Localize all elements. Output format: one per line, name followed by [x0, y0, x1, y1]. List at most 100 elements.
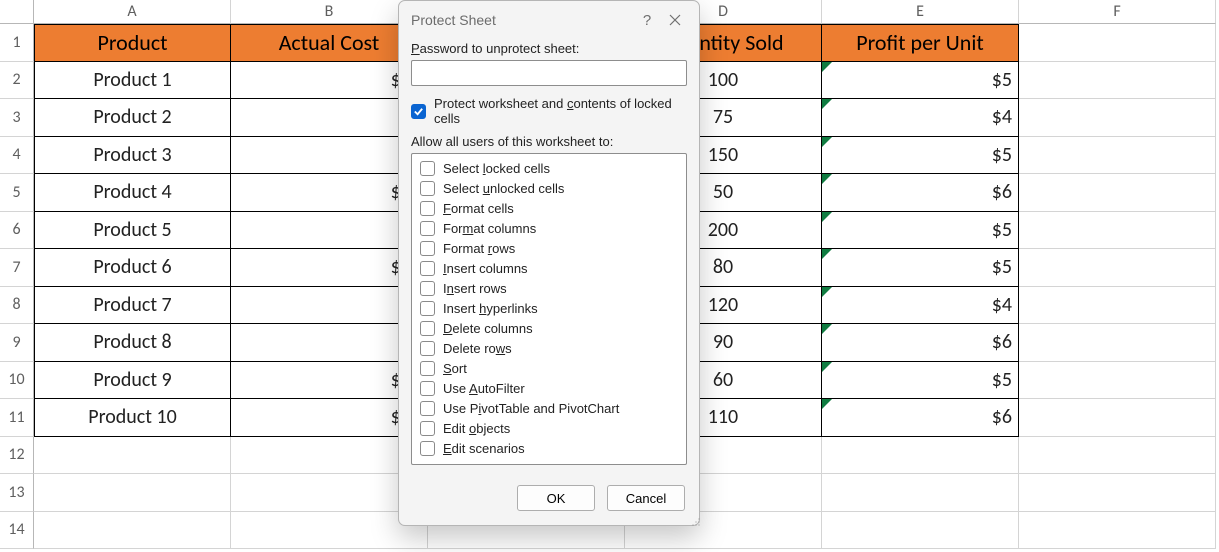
permission-item-4[interactable]: Format rows: [418, 238, 680, 258]
column-header-F[interactable]: F: [1019, 0, 1216, 24]
row-header-13[interactable]: 13: [0, 474, 34, 512]
permissions-listbox[interactable]: Select locked cellsSelect unlocked cells…: [411, 153, 687, 465]
cell-E7[interactable]: $5: [822, 249, 1019, 287]
row-header-14[interactable]: 14: [0, 512, 34, 550]
cell-E3[interactable]: $4: [822, 99, 1019, 137]
permission-checkbox-13[interactable]: [420, 421, 435, 436]
row-header-7[interactable]: 7: [0, 249, 34, 287]
permission-checkbox-3[interactable]: [420, 221, 435, 236]
cell-E4[interactable]: $5: [822, 137, 1019, 175]
cell-E12[interactable]: [822, 437, 1019, 475]
permission-checkbox-14[interactable]: [420, 441, 435, 456]
cell-E14[interactable]: [822, 512, 1019, 550]
cell-F9[interactable]: [1019, 324, 1216, 362]
cell-A10[interactable]: Product 9: [34, 362, 231, 400]
cell-F12[interactable]: [1019, 437, 1216, 475]
cell-E11[interactable]: $6: [822, 399, 1019, 437]
cell-F5[interactable]: [1019, 174, 1216, 212]
cell-F6[interactable]: [1019, 212, 1216, 250]
row-header-5[interactable]: 5: [0, 174, 34, 212]
resize-grip-icon[interactable]: [689, 515, 701, 527]
close-icon[interactable]: [661, 9, 689, 31]
cancel-button[interactable]: Cancel: [607, 485, 685, 511]
row-header-3[interactable]: 3: [0, 99, 34, 137]
permission-item-0[interactable]: Select locked cells: [418, 158, 680, 178]
permission-item-13[interactable]: Edit objects: [418, 418, 680, 438]
cell-F14[interactable]: [1019, 512, 1216, 550]
permission-checkbox-0[interactable]: [420, 161, 435, 176]
cell-A14[interactable]: [34, 512, 231, 550]
cell-E6[interactable]: $5: [822, 212, 1019, 250]
row-header-6[interactable]: 6: [0, 212, 34, 250]
permission-checkbox-5[interactable]: [420, 261, 435, 276]
permission-item-8[interactable]: Delete columns: [418, 318, 680, 338]
permission-item-7[interactable]: Insert hyperlinks: [418, 298, 680, 318]
cell-F13[interactable]: [1019, 474, 1216, 512]
cell-F10[interactable]: [1019, 362, 1216, 400]
cell-A7[interactable]: Product 6: [34, 249, 231, 287]
cell-A1[interactable]: Product: [34, 24, 231, 62]
permission-item-1[interactable]: Select unlocked cells: [418, 178, 680, 198]
cell-A8[interactable]: Product 7: [34, 287, 231, 325]
permission-item-6[interactable]: Insert rows: [418, 278, 680, 298]
row-header-2[interactable]: 2: [0, 62, 34, 100]
column-header-A[interactable]: A: [34, 0, 231, 24]
permission-checkbox-1[interactable]: [420, 181, 435, 196]
permission-item-3[interactable]: Format columns: [418, 218, 680, 238]
permission-checkbox-12[interactable]: [420, 401, 435, 416]
cell-E9[interactable]: $6: [822, 324, 1019, 362]
cell-F4[interactable]: [1019, 137, 1216, 175]
cell-A4[interactable]: Product 3: [34, 137, 231, 175]
cell-F3[interactable]: [1019, 99, 1216, 137]
row-header-10[interactable]: 10: [0, 362, 34, 400]
permission-item-10[interactable]: Sort: [418, 358, 680, 378]
permission-item-5[interactable]: Insert columns: [418, 258, 680, 278]
ok-button[interactable]: OK: [517, 485, 595, 511]
column-header-E[interactable]: E: [822, 0, 1019, 24]
permission-checkbox-10[interactable]: [420, 361, 435, 376]
cell-A12[interactable]: [34, 437, 231, 475]
cell-A3[interactable]: Product 2: [34, 99, 231, 137]
permission-checkbox-6[interactable]: [420, 281, 435, 296]
permission-item-9[interactable]: Delete rows: [418, 338, 680, 358]
dialog-titlebar[interactable]: Protect Sheet ?: [399, 1, 699, 41]
cell-A5[interactable]: Product 4: [34, 174, 231, 212]
cell-E13[interactable]: [822, 474, 1019, 512]
cell-E2[interactable]: $5: [822, 62, 1019, 100]
row-header-1[interactable]: 1: [0, 24, 34, 62]
protect-contents-row[interactable]: Protect worksheet and contents of locked…: [411, 96, 687, 126]
password-input[interactable]: [411, 60, 687, 86]
permission-checkbox-11[interactable]: [420, 381, 435, 396]
cell-F7[interactable]: [1019, 249, 1216, 287]
cell-E8[interactable]: $4: [822, 287, 1019, 325]
select-all-corner[interactable]: [0, 0, 34, 24]
cell-E5[interactable]: $6: [822, 174, 1019, 212]
cell-A6[interactable]: Product 5: [34, 212, 231, 250]
permission-checkbox-2[interactable]: [420, 201, 435, 216]
permission-item-12[interactable]: Use PivotTable and PivotChart: [418, 398, 680, 418]
help-icon[interactable]: ?: [633, 9, 661, 31]
row-header-9[interactable]: 9: [0, 324, 34, 362]
permission-checkbox-7[interactable]: [420, 301, 435, 316]
protect-contents-checkbox[interactable]: [411, 104, 426, 119]
permission-item-11[interactable]: Use AutoFilter: [418, 378, 680, 398]
cell-F2[interactable]: [1019, 62, 1216, 100]
row-header-8[interactable]: 8: [0, 287, 34, 325]
row-header-12[interactable]: 12: [0, 437, 34, 475]
cell-E10[interactable]: $5: [822, 362, 1019, 400]
row-header-11[interactable]: 11: [0, 399, 34, 437]
cell-A9[interactable]: Product 8: [34, 324, 231, 362]
cell-E1[interactable]: Profit per Unit: [822, 24, 1019, 62]
permission-checkbox-8[interactable]: [420, 321, 435, 336]
permission-item-14[interactable]: Edit scenarios: [418, 438, 680, 458]
cell-A2[interactable]: Product 1: [34, 62, 231, 100]
cell-F11[interactable]: [1019, 399, 1216, 437]
cell-A11[interactable]: Product 10: [34, 399, 231, 437]
permission-item-2[interactable]: Format cells: [418, 198, 680, 218]
permission-checkbox-9[interactable]: [420, 341, 435, 356]
permission-checkbox-4[interactable]: [420, 241, 435, 256]
cell-F8[interactable]: [1019, 287, 1216, 325]
cell-A13[interactable]: [34, 474, 231, 512]
cell-F1[interactable]: [1019, 24, 1216, 62]
row-header-4[interactable]: 4: [0, 137, 34, 175]
